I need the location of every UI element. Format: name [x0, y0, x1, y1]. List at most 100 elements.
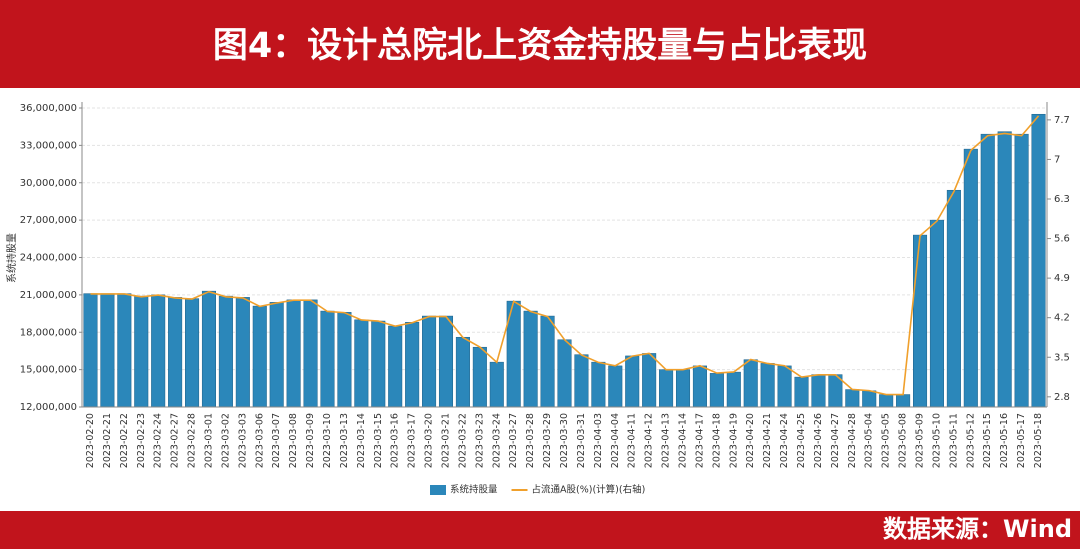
x-tick-label: 2023-03-16 — [390, 413, 401, 468]
y2-tick-label: 7.7 — [1054, 115, 1070, 126]
x-tick-label: 2023-05-10 — [931, 413, 942, 468]
bar — [574, 354, 589, 408]
y-tick-label: 18,000,000 — [20, 327, 77, 338]
bar — [760, 363, 775, 408]
x-tick-label: 2023-04-18 — [711, 413, 722, 468]
legend-swatch — [430, 485, 446, 495]
x-tick-label: 2023-03-31 — [576, 413, 587, 468]
x-tick-label: 2023-03-06 — [254, 413, 265, 468]
bar — [472, 346, 487, 408]
y-tick-label: 24,000,000 — [20, 253, 77, 264]
bar — [354, 319, 369, 408]
bar — [320, 310, 335, 408]
x-tick-label: 2023-04-25 — [796, 413, 807, 468]
x-tick-label: 2023-02-20 — [85, 413, 96, 468]
y-tick-label: 30,000,000 — [20, 178, 77, 189]
bar — [269, 302, 284, 408]
bar — [946, 189, 961, 408]
bar — [794, 376, 809, 408]
x-tick-label: 2023-02-27 — [170, 413, 181, 468]
x-tick-label: 2023-05-12 — [965, 413, 976, 468]
x-tick-label: 2023-04-28 — [847, 413, 858, 468]
bar — [675, 369, 691, 408]
x-tick-label: 2023-03-27 — [508, 413, 519, 468]
y2-tick-label: 7 — [1054, 154, 1060, 165]
x-tick-label: 2023-03-23 — [474, 413, 485, 468]
x-tick-label: 2023-04-12 — [644, 413, 655, 468]
bar — [422, 315, 437, 408]
x-tick-label: 2023-03-09 — [305, 413, 316, 468]
y-axis-label: 系统持股量 — [5, 233, 18, 283]
bar — [642, 353, 657, 408]
x-tick-label: 2023-03-03 — [237, 413, 248, 468]
x-tick-label: 2023-03-01 — [203, 413, 214, 468]
y2-tick-label: 4.2 — [1054, 313, 1070, 324]
bar — [252, 305, 267, 408]
x-tick-label: 2023-05-17 — [1016, 413, 1027, 468]
bar — [337, 312, 352, 408]
bar — [235, 297, 250, 408]
y-tick-label: 15,000,000 — [20, 365, 77, 376]
bar — [743, 359, 758, 408]
bar — [201, 290, 216, 408]
bar — [929, 219, 944, 408]
x-tick-label: 2023-03-28 — [525, 413, 536, 468]
bar — [218, 295, 233, 408]
bar — [963, 148, 978, 408]
x-tick-label: 2023-02-28 — [187, 413, 198, 468]
x-tick-label: 2023-03-08 — [288, 413, 299, 468]
x-tick-label: 2023-04-19 — [728, 413, 739, 468]
x-tick-label: 2023-02-24 — [153, 413, 164, 468]
bar — [896, 394, 911, 408]
x-tick-label: 2023-04-11 — [627, 413, 638, 468]
y-tick-label: 21,000,000 — [20, 290, 77, 301]
bar — [845, 389, 860, 408]
x-tick-label: 2023-05-11 — [948, 413, 959, 468]
x-tick-label: 2023-05-05 — [881, 413, 892, 468]
x-tick-label: 2023-04-13 — [661, 413, 672, 468]
bar — [608, 365, 623, 408]
x-tick-label: 2023-04-14 — [678, 413, 689, 468]
x-tick-label: 2023-04-04 — [610, 413, 621, 468]
x-tick-label: 2023-03-02 — [220, 413, 231, 468]
y-tick-label: 27,000,000 — [20, 215, 77, 226]
x-tick-label: 2023-02-22 — [119, 413, 130, 468]
bar — [455, 336, 470, 408]
bar — [100, 293, 115, 408]
x-tick-label: 2023-04-24 — [779, 413, 790, 468]
legend-label: 占流通A股(%)(计算)(右轴) — [532, 484, 646, 496]
page-title: 图4：设计总院北上资金持股量与占比表现 — [213, 25, 867, 66]
bar — [303, 299, 318, 408]
x-tick-label: 2023-03-13 — [339, 413, 350, 468]
bar — [388, 325, 403, 408]
y-tick-label: 12,000,000 — [20, 402, 77, 413]
bar — [811, 374, 826, 408]
x-tick-label: 2023-04-17 — [694, 413, 705, 468]
bar — [83, 293, 98, 408]
bar — [540, 315, 555, 408]
x-tick-label: 2023-02-21 — [102, 413, 113, 468]
bar — [659, 369, 674, 408]
x-tick-label: 2023-02-23 — [136, 413, 147, 468]
bar — [134, 295, 149, 408]
x-tick-label: 2023-05-16 — [999, 413, 1010, 468]
x-tick-label: 2023-03-20 — [424, 413, 435, 468]
bar — [726, 371, 741, 408]
bar — [692, 365, 707, 408]
x-tick-label: 2023-03-10 — [322, 413, 333, 468]
x-tick-label: 2023-03-29 — [542, 413, 553, 468]
y2-tick-label: 4.9 — [1054, 273, 1070, 284]
x-tick-label: 2023-04-03 — [593, 413, 604, 468]
bar — [286, 299, 301, 408]
bar — [151, 294, 166, 408]
legend-label: 系统持股量 — [450, 484, 498, 496]
y-tick-label: 33,000,000 — [20, 140, 77, 151]
bar — [489, 361, 504, 408]
bar — [405, 322, 420, 408]
x-tick-label: 2023-04-27 — [830, 413, 841, 468]
y2-tick-label: 5.6 — [1054, 234, 1070, 245]
y-tick-label: 36,000,000 — [20, 103, 77, 114]
bar — [168, 297, 183, 408]
y2-tick-label: 3.5 — [1054, 352, 1070, 363]
